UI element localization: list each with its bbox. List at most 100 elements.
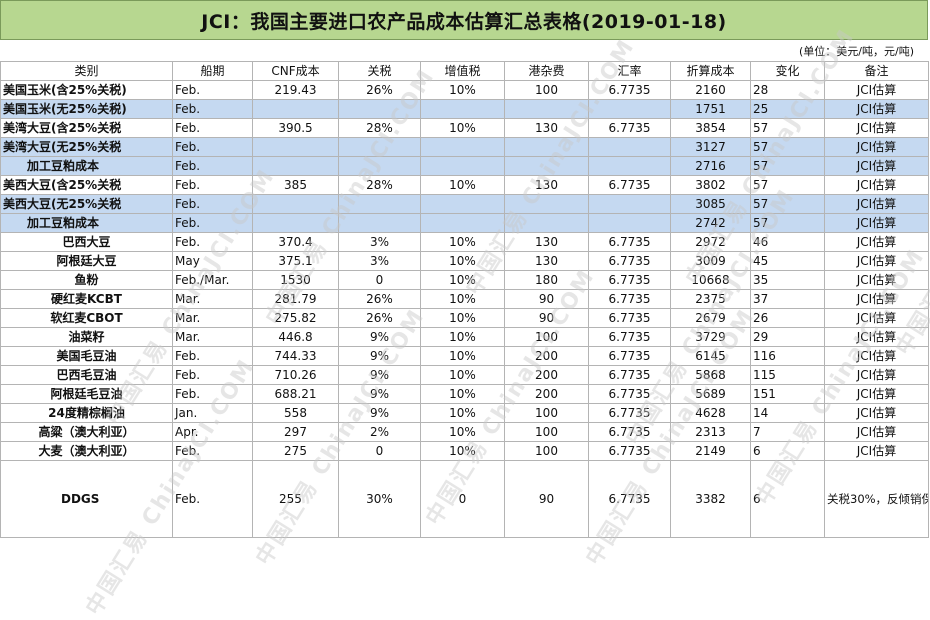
column-header: 备注 <box>824 61 929 81</box>
cell-vat: 10% <box>420 289 505 309</box>
cell-ship: Feb. <box>172 346 253 366</box>
cell-tariff: 3% <box>338 251 421 271</box>
table-row: 美西大豆(含25%关税 Feb. 385 28% 10% 130 6.7735 3802 57 J… <box>0 175 929 195</box>
cell-fx: 6.7735 <box>588 251 671 271</box>
cell-cat: 加工豆粕成本 <box>0 156 173 176</box>
cell-note: JCI估算 <box>824 194 929 214</box>
cell-port: 90 <box>504 308 589 328</box>
cell-port: 100 <box>504 422 589 442</box>
cell-cat: 美西大豆(无25%关税 <box>0 194 173 214</box>
table-row: 24度精棕榈油 Jan. 558 9% 10% 100 6.7735 4628 14 JCI估算 <box>0 403 929 423</box>
table-row: 美湾大豆(含25%关税 Feb. 390.5 28% 10% 130 6.7735 3854 5… <box>0 118 929 138</box>
cell-vat: 10% <box>420 403 505 423</box>
cell-note: JCI估算 <box>824 289 929 309</box>
cell-vat: 10% <box>420 384 505 404</box>
table-row: DDGSFeb.25530%0906.773533826关税30%，反倾销保证金… <box>0 460 929 538</box>
table-row: 加工豆粕成本 Feb. 2716 57 JCI估算 <box>0 156 929 176</box>
cell-tariff: 26% <box>338 80 421 100</box>
cell-cost: 2149 <box>670 441 751 461</box>
cell-fx <box>588 213 671 233</box>
cell-fx: 6.7735 <box>588 270 671 290</box>
table-row: 大麦（澳大利亚） Feb. 275 0 10% 100 6.7735 2149 6 JCI估算 <box>0 441 929 461</box>
cell-ship: Mar. <box>172 289 253 309</box>
cell-note: JCI估算 <box>824 346 929 366</box>
cell-cost: 10668 <box>670 270 751 290</box>
cell-cnf: 1530 <box>252 270 339 290</box>
cell-port <box>504 213 589 233</box>
cell-note: JCI估算 <box>824 99 929 119</box>
cell-vat: 10% <box>420 251 505 271</box>
cell-note: JCI估算 <box>824 232 929 252</box>
column-header: 汇率 <box>588 61 671 81</box>
cell-note: JCI估算 <box>824 80 929 100</box>
cell-chg: 29 <box>750 327 825 347</box>
cell-vat <box>420 156 505 176</box>
cell-ship: Feb. <box>172 460 253 538</box>
table-row: 硬红麦KCBT Mar. 281.79 26% 10% 90 6.7735 2375 37 JCI… <box>0 289 929 309</box>
cell-chg: 35 <box>750 270 825 290</box>
cell-chg: 6 <box>750 460 825 538</box>
cell-cnf <box>252 213 339 233</box>
cell-cat: 美国玉米(无25%关税) <box>0 99 173 119</box>
cell-port: 130 <box>504 175 589 195</box>
cell-chg: 7 <box>750 422 825 442</box>
cell-fx: 6.7735 <box>588 460 671 538</box>
cell-note: JCI估算 <box>824 308 929 328</box>
cell-fx: 6.7735 <box>588 441 671 461</box>
cell-ship: Feb. <box>172 194 253 214</box>
cell-port: 90 <box>504 460 589 538</box>
cell-cat: 硬红麦KCBT <box>0 289 173 309</box>
cell-vat <box>420 99 505 119</box>
table-row: 阿根廷大豆 May 375.1 3% 10% 130 6.7735 3009 45 JCI估算 <box>0 251 929 271</box>
cell-cnf <box>252 194 339 214</box>
cell-ship: Feb. <box>172 156 253 176</box>
cell-vat: 10% <box>420 327 505 347</box>
table-row: 美国玉米(无25%关税) Feb. 1751 25 JCI估算 <box>0 99 929 119</box>
cell-cat: 美西大豆(含25%关税 <box>0 175 173 195</box>
cell-port <box>504 156 589 176</box>
cell-cat: 美国毛豆油 <box>0 346 173 366</box>
cell-cnf: 275.82 <box>252 308 339 328</box>
cell-cost: 3382 <box>670 460 751 538</box>
cell-cost: 2313 <box>670 422 751 442</box>
cell-port: 200 <box>504 365 589 385</box>
cell-vat <box>420 194 505 214</box>
cell-chg: 14 <box>750 403 825 423</box>
cell-fx: 6.7735 <box>588 118 671 138</box>
cell-fx: 6.7735 <box>588 175 671 195</box>
cell-cnf: 370.4 <box>252 232 339 252</box>
cell-chg: 46 <box>750 232 825 252</box>
cell-chg: 57 <box>750 118 825 138</box>
cell-cnf: 385 <box>252 175 339 195</box>
cell-cat: 巴西毛豆油 <box>0 365 173 385</box>
cell-fx: 6.7735 <box>588 422 671 442</box>
cell-cat: 鱼粉 <box>0 270 173 290</box>
cell-tariff: 26% <box>338 308 421 328</box>
cell-cost: 3127 <box>670 137 751 157</box>
cell-tariff: 0 <box>338 270 421 290</box>
table-row: 巴西大豆 Feb. 370.4 3% 10% 130 6.7735 2972 46 JCI估算 <box>0 232 929 252</box>
cell-ship: Feb. <box>172 384 253 404</box>
cell-port: 180 <box>504 270 589 290</box>
column-header: 增值税 <box>420 61 505 81</box>
cell-tariff: 9% <box>338 384 421 404</box>
cell-note: JCI估算 <box>824 384 929 404</box>
cell-port: 100 <box>504 327 589 347</box>
cell-note: JCI估算 <box>824 156 929 176</box>
cell-cnf <box>252 99 339 119</box>
cell-cnf: 275 <box>252 441 339 461</box>
cell-note: JCI估算 <box>824 327 929 347</box>
cell-chg: 116 <box>750 346 825 366</box>
cell-cost: 2375 <box>670 289 751 309</box>
column-header: 变化 <box>750 61 825 81</box>
cell-chg: 26 <box>750 308 825 328</box>
cell-cat: 阿根廷毛豆油 <box>0 384 173 404</box>
cell-port <box>504 99 589 119</box>
cell-chg: 151 <box>750 384 825 404</box>
cell-fx: 6.7735 <box>588 289 671 309</box>
cell-vat <box>420 137 505 157</box>
cell-fx: 6.7735 <box>588 346 671 366</box>
cost-table: 类别 船期 CNF成本 关税 增值税 港杂费 汇率 折算成本 变化 备注 美国玉米(含25%关税)… <box>0 61 929 538</box>
cell-chg: 45 <box>750 251 825 271</box>
cell-cost: 1751 <box>670 99 751 119</box>
